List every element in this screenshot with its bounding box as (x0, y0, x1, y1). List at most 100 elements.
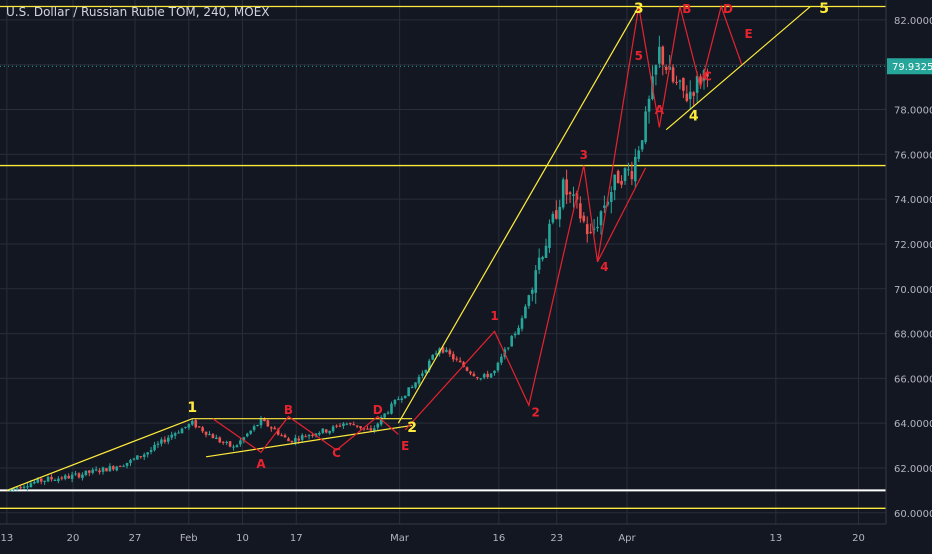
x-tick-label: Apr (618, 533, 636, 544)
candle-body (318, 432, 321, 435)
candle-body (465, 367, 469, 371)
candle-body (81, 474, 84, 479)
candle-body (187, 424, 191, 428)
candle-body (613, 174, 617, 191)
candle-body (232, 446, 235, 448)
x-tick-label: 27 (129, 533, 142, 544)
candle-body (671, 67, 675, 82)
y-tick-label: 68.0000 (894, 330, 932, 341)
candle-body (527, 295, 531, 306)
candle-body (627, 169, 630, 171)
candle-body (366, 428, 369, 430)
candle-body (458, 360, 462, 363)
y-tick-label: 76.0000 (894, 150, 932, 161)
y-tick-label: 74.0000 (894, 195, 932, 206)
candle-body (654, 65, 658, 75)
wave-label: E (745, 27, 753, 41)
candle-body (524, 306, 527, 319)
candle-body (534, 270, 538, 293)
candle-body (634, 156, 637, 182)
candle-body (455, 358, 459, 360)
candle-body (400, 398, 404, 400)
candle-body (12, 488, 16, 490)
candle-body (300, 435, 304, 440)
candle-body (407, 387, 410, 397)
candle-body (15, 487, 19, 489)
candle-body (139, 456, 143, 458)
candle-body (572, 194, 575, 196)
candle-body (403, 395, 407, 399)
candle-body (386, 412, 390, 414)
last-price-label: 79.9325 (892, 62, 932, 73)
candle-body (338, 425, 342, 427)
candle-body (259, 418, 263, 426)
candle-body (644, 111, 647, 143)
candle-body (225, 441, 228, 443)
candle-body (245, 433, 249, 437)
candle-body (345, 423, 349, 425)
candle-body (290, 440, 294, 443)
candle-body (118, 465, 122, 467)
candle-body (472, 373, 476, 377)
candle-body (675, 81, 678, 83)
candle-body (19, 487, 22, 489)
wave-label: 1 (187, 400, 197, 416)
candle-body (493, 370, 496, 374)
candle-body (383, 413, 386, 418)
candle-body (555, 210, 558, 219)
candle-body (101, 467, 105, 472)
candle-body (506, 347, 510, 349)
candle-body (623, 168, 627, 182)
candle-body (661, 46, 665, 65)
x-tick-label: 16 (492, 533, 505, 544)
chart-title: U.S. Dollar / Russian Ruble TOM, 240, MO… (6, 5, 270, 19)
horizontal-levels (0, 5, 886, 509)
candle-body (421, 373, 424, 376)
wave-label: 3 (580, 148, 588, 162)
candle-body (565, 179, 568, 195)
candle-body (304, 436, 307, 438)
candle-body (228, 441, 232, 447)
candle-body (194, 420, 198, 428)
candle-body (156, 443, 160, 445)
candle-body (452, 354, 455, 360)
candle-body (496, 362, 500, 371)
candle-body (692, 92, 695, 96)
candle-body (476, 377, 479, 379)
price-axis-panel (886, 0, 932, 550)
candle-body (479, 378, 483, 380)
candle-body (658, 46, 661, 64)
candle-body (579, 203, 582, 219)
candle-body (125, 462, 129, 466)
candle-body (324, 429, 328, 433)
x-tick-label: Mar (390, 533, 410, 544)
wave-label: A (256, 457, 266, 471)
candle-body (160, 439, 163, 444)
candle-body (22, 486, 26, 488)
candle-body (266, 420, 270, 427)
candle-body (43, 480, 46, 482)
candle-body (129, 459, 132, 463)
candle-body (321, 428, 325, 433)
candle-body (489, 373, 493, 378)
candle-body (706, 71, 709, 77)
candle-body (94, 469, 98, 471)
wave-yellow-triangle-base (205, 424, 413, 458)
candle-body (335, 425, 338, 427)
candle-body (311, 434, 314, 436)
candle-body (122, 465, 125, 467)
candle-body (146, 452, 149, 455)
candle-body (589, 231, 592, 233)
candle-body (599, 211, 603, 226)
wave-label: 5 (635, 49, 643, 63)
candle-body (170, 434, 174, 438)
x-tick-label: 10 (236, 533, 249, 544)
candle-body (688, 91, 692, 100)
candle-body (74, 473, 77, 475)
candle-body (70, 474, 74, 479)
candle-body (173, 433, 177, 436)
candle-body (517, 327, 520, 335)
